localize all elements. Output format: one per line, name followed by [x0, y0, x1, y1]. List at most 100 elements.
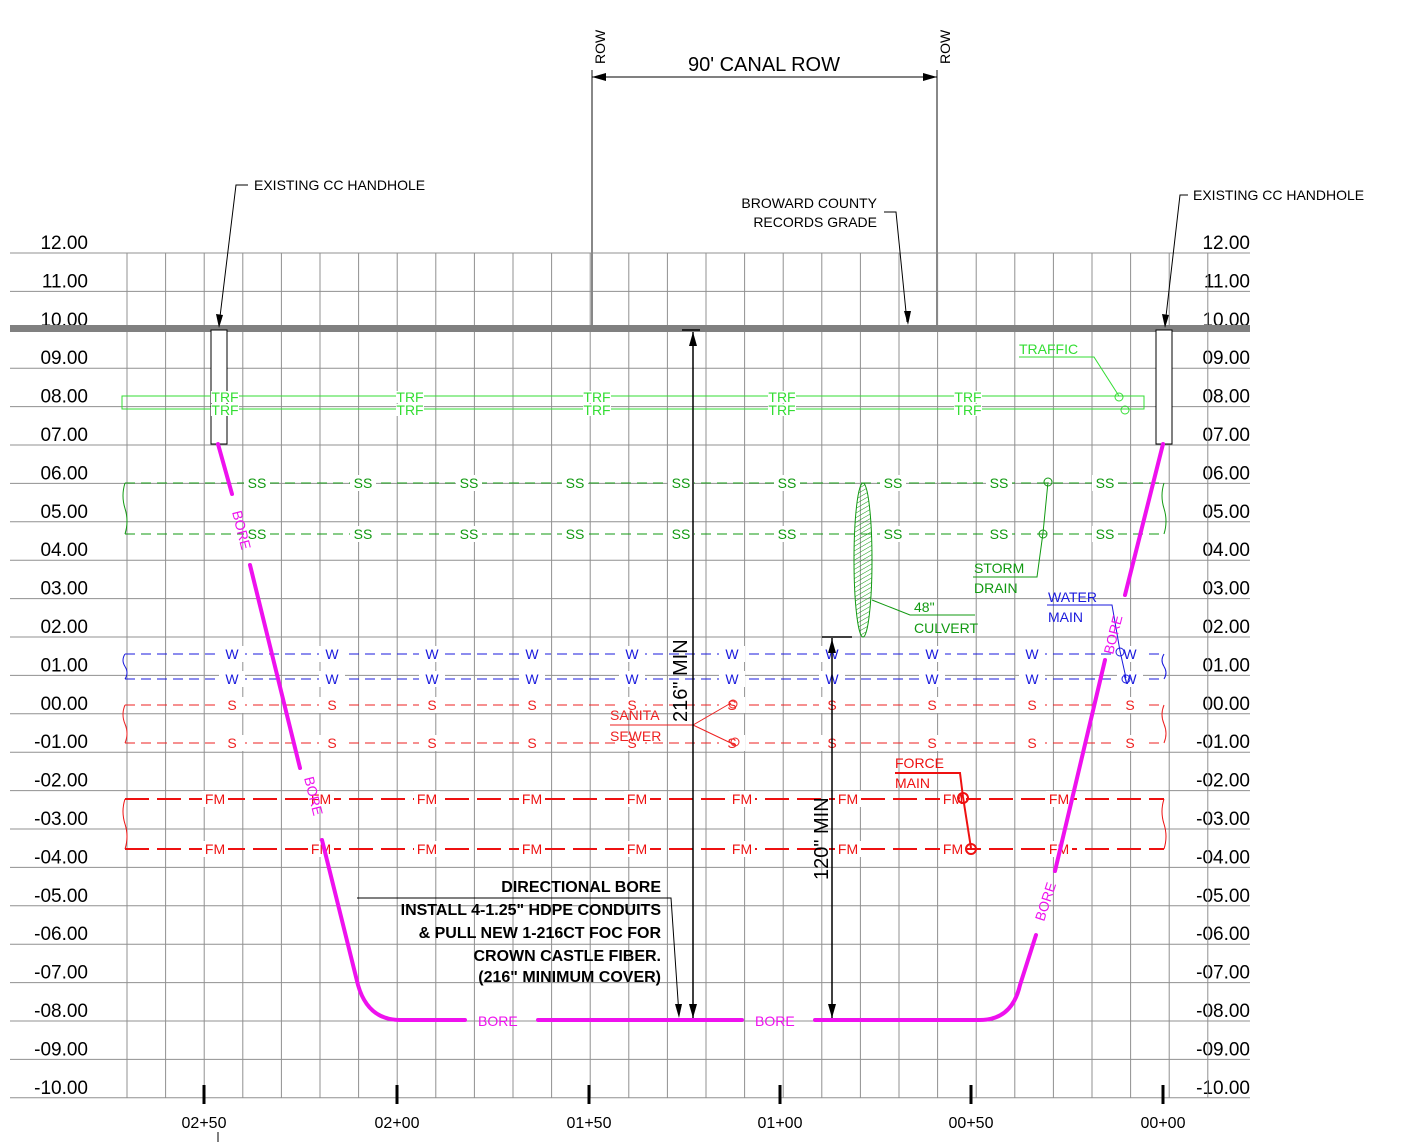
elev-label-right: -09.00 [1196, 1039, 1250, 1060]
storm-sewer-code: SS [672, 475, 691, 491]
elev-label-left: 09.00 [40, 348, 88, 369]
elev-label-left: 00.00 [40, 694, 88, 715]
bore-label-2: BORE [301, 775, 326, 817]
traffic-code: TRF [583, 402, 610, 418]
sanitary-sewer-code: S [1125, 697, 1134, 713]
force-label-line2: MAIN [895, 775, 930, 791]
traffic-label-bg [954, 404, 982, 416]
elev-label-right: 11.00 [1204, 271, 1250, 292]
storm-label-line2: DRAIN [974, 580, 1018, 596]
traffic-leader [1019, 356, 1120, 397]
dim120-label: 120" MIN [811, 797, 833, 880]
sanitary-sewer-label-bg [219, 697, 245, 713]
water-main-code: W [325, 646, 339, 662]
water-main-endcap [1161, 653, 1167, 680]
traffic-code: TRF [211, 402, 238, 418]
storm-sewer-code: SS [248, 475, 267, 491]
storm-sewer-label-bg [244, 526, 270, 542]
elev-label-right: -05.00 [1196, 886, 1250, 907]
bore-label-4: BORE [755, 1013, 795, 1029]
storm-sewer-code: SS [566, 475, 585, 491]
row-label-right: ROW [937, 29, 953, 64]
storm-sewer-code: SS [1096, 526, 1115, 542]
station-label: 00+50 [949, 1115, 994, 1132]
sanitary-sewer-label-bg [719, 697, 745, 713]
storm-sewer-code: SS [460, 475, 479, 491]
bore-path [216, 442, 1165, 1022]
elev-label-right: 03.00 [1202, 579, 1250, 600]
sanitary-sewer-label-bg [1117, 697, 1143, 713]
storm-sewer-label-bg [562, 475, 588, 491]
water-main-code: W [625, 646, 639, 662]
bore-note-line1: DIRECTIONAL BORE [501, 879, 661, 896]
elev-label-right: 00.00 [1202, 694, 1250, 715]
water-main-code: W [325, 671, 339, 687]
force-main-label-bg [624, 841, 650, 857]
traffic-code: TRF [954, 389, 981, 405]
sanitary-sewer-code: S [327, 735, 336, 751]
elev-label-right: 01.00 [1202, 655, 1250, 676]
force-main-label-bg [729, 841, 755, 857]
canal-row-dimension [592, 73, 937, 81]
elev-label-left: -07.00 [34, 963, 88, 984]
storm-sewer-label-bg [986, 475, 1012, 491]
sanitary-sewer-code: S [727, 735, 736, 751]
storm-sewer-code: SS [354, 526, 373, 542]
water-main: W W W W W W W W W WW W W W W W W W W W [122, 646, 1167, 687]
storm-sewer-code: SS [248, 526, 267, 542]
storm-sewer-code: SS [566, 526, 585, 542]
sanitary-sewer-code: S [927, 735, 936, 751]
force-callout-point-top [957, 792, 969, 804]
storm-sewer-code: SS [460, 526, 479, 542]
water-main-code: W [1025, 646, 1039, 662]
sanitary-sewer-endcap [1161, 704, 1167, 744]
station-label: 02+50 [182, 1115, 227, 1132]
storm-sewer: SS SS SS SS SS SS SS SS SS SS SS SS SS SS SS SS SS SS [122, 475, 1167, 542]
storm-sewer-label-bg [668, 475, 694, 491]
water-label-line2: MAIN [1048, 609, 1083, 625]
water-main-label-bg [719, 646, 745, 662]
force-main-label-bg [414, 841, 440, 857]
handhole-left-arrow [216, 314, 223, 328]
elev-label-right: 02.00 [1202, 617, 1250, 638]
station-label: 01+00 [758, 1115, 803, 1132]
handhole-right-arrow [1162, 314, 1169, 328]
force-main-code: FM [732, 841, 752, 857]
sanitary-sewer-label-bg [319, 735, 345, 751]
storm-sewer-label-bg [880, 475, 906, 491]
elev-label-right: -06.00 [1196, 924, 1250, 945]
force-main-label-bg [729, 791, 755, 807]
sanitary-sewer-label-bg [519, 735, 545, 751]
storm-sewer-label-bg [244, 475, 270, 491]
sanitary-sewer-code: S [927, 697, 936, 713]
sanitary-label-line1: SANITA [610, 707, 660, 723]
water-main-label-bg [219, 646, 245, 662]
force-main-label-bg [835, 791, 861, 807]
force-main-code: FM [838, 791, 858, 807]
water-main-label-bg [1019, 646, 1045, 662]
grade-label-line1: BROWARD COUNTY [741, 195, 877, 211]
elev-label-left: 05.00 [40, 502, 88, 523]
traffic-label: TRAFFIC [1019, 341, 1078, 357]
traffic-code: TRF [583, 389, 610, 405]
sanitary-sewer-endcap [122, 704, 128, 744]
dimension-120-min [822, 636, 852, 1018]
elev-label-left: 11.00 [42, 271, 88, 292]
bore-label-1: BORE [229, 509, 254, 551]
storm-sewer-code: SS [672, 526, 691, 542]
dim216-arrow-top [689, 332, 697, 346]
elev-label-right: -03.00 [1196, 809, 1250, 830]
force-main-label-bg [202, 841, 228, 857]
storm-sewer-label-bg [880, 526, 906, 542]
bore-note-line3: & PULL NEW 1-216CT FOC FOR [419, 925, 662, 942]
elev-label-right: -01.00 [1196, 732, 1250, 753]
sanitary-sewer-code: S [1125, 735, 1134, 751]
bore-note-arrow [675, 1004, 682, 1018]
water-main-code: W [1025, 671, 1039, 687]
water-leader [1047, 604, 1127, 679]
storm-sewer-code: SS [1096, 475, 1115, 491]
handhole-right [1155, 329, 1173, 445]
